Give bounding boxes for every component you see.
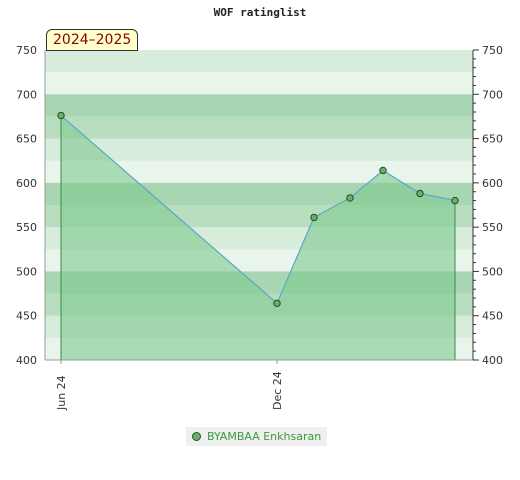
y-tick-label-left: 450 bbox=[16, 310, 37, 323]
x-tick-label: Jun 24 bbox=[55, 375, 68, 411]
chart-title: WOF ratinglist bbox=[213, 6, 307, 19]
band bbox=[45, 160, 473, 184]
y-tick-label-left: 750 bbox=[16, 44, 37, 57]
data-point bbox=[346, 194, 354, 202]
y-tick-label-right: 400 bbox=[482, 354, 503, 367]
y-tick-label-right: 700 bbox=[482, 88, 503, 101]
band bbox=[45, 94, 473, 117]
data-point bbox=[273, 299, 281, 308]
band bbox=[45, 50, 473, 73]
legend[interactable]: BYAMBAA Enkhsaran bbox=[186, 427, 328, 446]
band bbox=[45, 116, 473, 140]
y-axis-left: 400 450 500 550 600 650 700 750 bbox=[16, 44, 473, 367]
y-tick-label-right: 750 bbox=[482, 44, 503, 57]
y-tick-label-left: 400 bbox=[16, 354, 37, 367]
y-tick-label-right: 650 bbox=[482, 133, 503, 146]
y-axis-right: 400 450 500 550 600 650 700 750 bbox=[472, 44, 503, 367]
data-point bbox=[416, 189, 424, 198]
y-tick-label-right: 600 bbox=[482, 177, 503, 190]
data-point bbox=[451, 196, 459, 205]
y-tick-label-left: 700 bbox=[16, 88, 37, 101]
y-tick-label-right: 500 bbox=[482, 265, 503, 278]
y-tick-label-left: 500 bbox=[16, 265, 37, 278]
legend-label: BYAMBAA Enkhsaran bbox=[207, 430, 322, 443]
legend-marker bbox=[192, 432, 201, 441]
x-tick-label: Dec 24 bbox=[271, 371, 284, 410]
band bbox=[45, 72, 473, 95]
x-axis: Jun 24 Dec 24 bbox=[55, 360, 284, 411]
y-tick-label-right: 550 bbox=[482, 221, 503, 234]
data-points bbox=[57, 111, 459, 308]
data-point bbox=[310, 213, 318, 222]
y-tick-label-left: 550 bbox=[16, 221, 37, 234]
data-point bbox=[57, 111, 65, 120]
data-point bbox=[379, 166, 387, 175]
y-tick-label-left: 650 bbox=[16, 133, 37, 146]
y-tick-label-left: 600 bbox=[16, 177, 37, 190]
band bbox=[45, 138, 473, 162]
series-area bbox=[61, 115, 455, 361]
y-tick-label-right: 450 bbox=[482, 310, 503, 323]
season-label: 2024–2025 bbox=[46, 29, 139, 51]
